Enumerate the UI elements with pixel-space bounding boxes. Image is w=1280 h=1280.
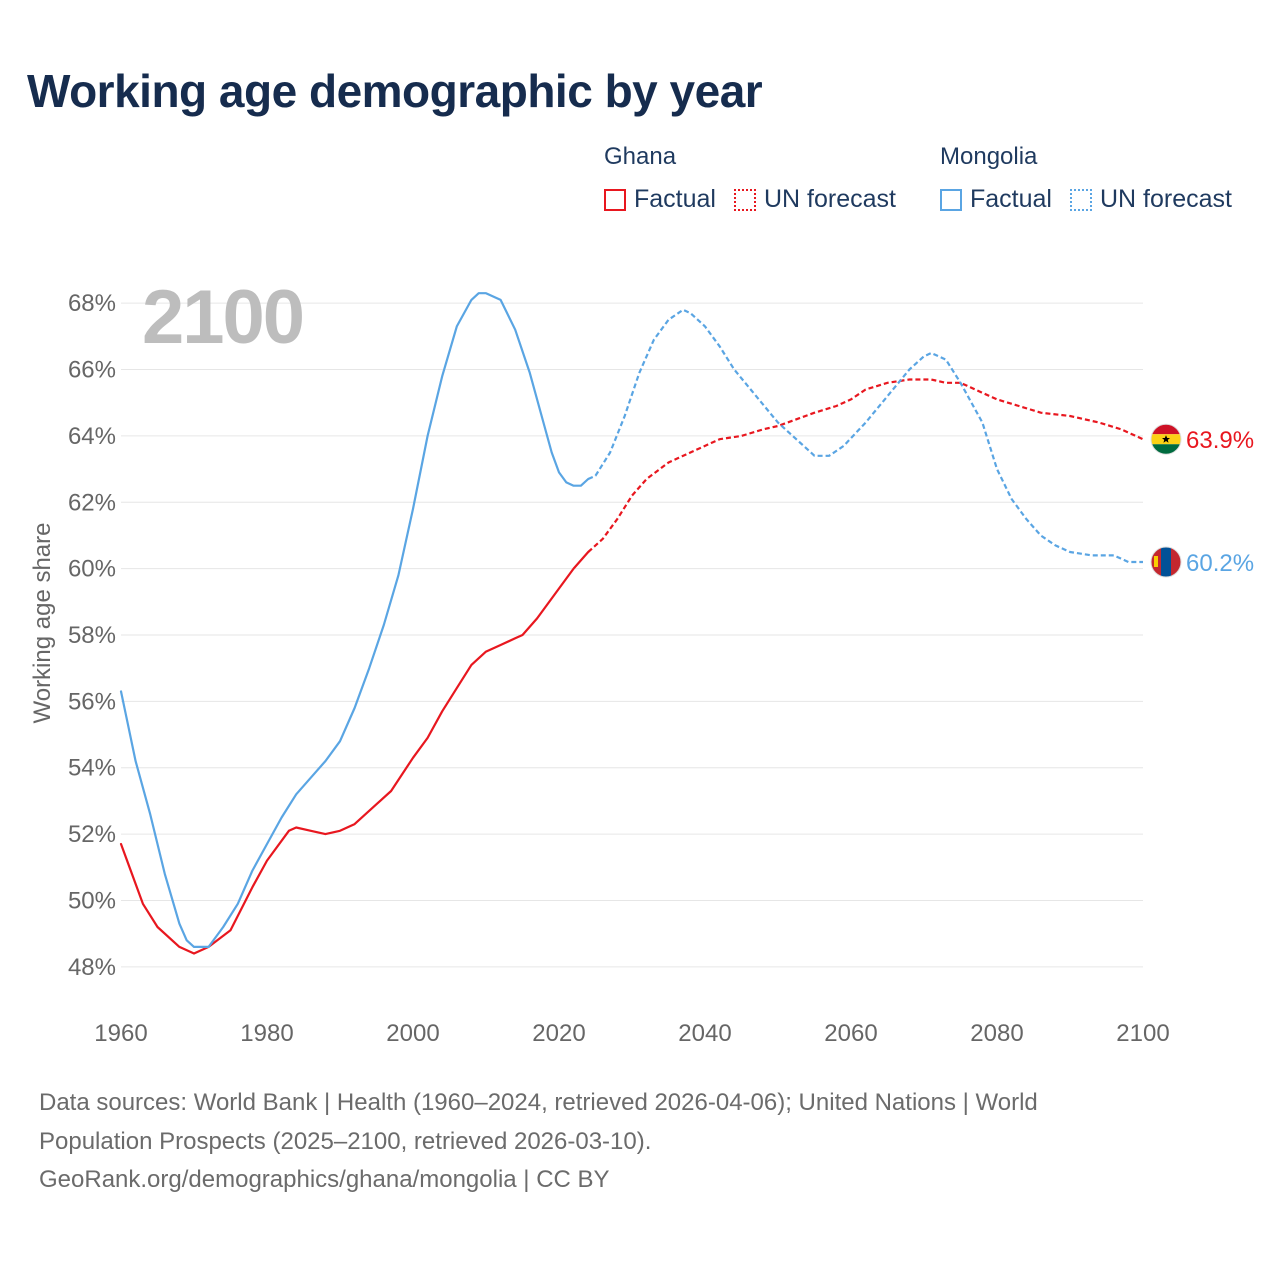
legend-item-mongolia-forecast[interactable]: UN forecast (1069, 185, 1232, 214)
y-tick-label: 48% (68, 954, 116, 981)
footer-source-link[interactable]: GeoRank.org/demographics/ghana/mongolia … (39, 1166, 610, 1193)
end-markers: 63.9% 60.2% (1150, 423, 1254, 578)
y-tick-label: 68% (68, 290, 116, 317)
y-tick-label: 64% (68, 423, 116, 450)
line-chart: 2100 Working age share 48% 50% 52% 54% 56% 58… (29, 275, 1254, 1047)
year-watermark: 2100 (142, 275, 303, 360)
mongolia-flag-icon (1150, 546, 1182, 578)
ghana-flag-icon (1150, 423, 1182, 455)
mongolia-forecast-line (587, 308, 1143, 564)
y-tick-label: 52% (68, 821, 116, 848)
legend-item-label: UN forecast (763, 185, 896, 213)
x-tick-label: 2000 (386, 1020, 439, 1047)
y-tick-label: 58% (68, 622, 116, 649)
y-tick-label: 62% (68, 489, 116, 516)
x-axis-ticks: 1960 1980 2000 2020 2040 2060 2080 2100 (94, 1020, 1169, 1047)
gridlines (121, 302, 1143, 968)
y-axis-label: Working age share (29, 523, 56, 724)
legend-item-ghana-factual[interactable]: Factual (604, 185, 716, 214)
footer-line: Population Prospects (2025–2100, retriev… (39, 1127, 652, 1155)
mongolia-factual-line (119, 292, 590, 948)
y-tick-label: 60% (68, 556, 116, 583)
legend-group-ghana: Ghana Factual UN forecast (604, 143, 914, 214)
legend-swatch-dotted (733, 188, 756, 211)
legend-item-mongolia-factual[interactable]: Factual (940, 185, 1052, 214)
y-tick-label: 66% (68, 357, 116, 384)
ghana-forecast-line (587, 378, 1144, 553)
y-axis-ticks: 48% 50% 52% 54% 56% 58% 60% 62% 64% 66% 68% (68, 290, 116, 981)
legend-group-name: Mongolia (940, 143, 1038, 170)
ghana-end-label: 63.9% (1186, 427, 1254, 454)
x-tick-label: 2060 (824, 1020, 877, 1047)
ghana-factual-line (119, 550, 590, 955)
x-tick-label: 2100 (1116, 1020, 1169, 1047)
footer-line: Data sources: World Bank | Health (1960–… (39, 1089, 1038, 1116)
x-tick-label: 2080 (970, 1020, 1023, 1047)
y-tick-label: 54% (68, 755, 116, 782)
x-tick-label: 2020 (532, 1020, 585, 1047)
legend-item-label: Factual (634, 185, 716, 213)
x-tick-label: 1960 (94, 1020, 147, 1047)
legend-item-label: Factual (970, 185, 1052, 213)
series-lines (119, 292, 1144, 955)
legend-swatch-dotted (1069, 188, 1092, 211)
legend-swatch-solid (604, 188, 626, 211)
legend-group-mongolia: Mongolia Factual UN forecast (940, 143, 1250, 214)
chart-title: Working age demographic by year (27, 65, 763, 117)
x-tick-label: 1980 (240, 1020, 293, 1047)
y-tick-label: 56% (68, 688, 116, 715)
legend-group-name: Ghana (604, 143, 677, 170)
footer-sources: Data sources: World Bank | Health (1960–… (39, 1084, 1239, 1200)
x-tick-label: 2040 (678, 1020, 731, 1047)
y-tick-label: 50% (68, 887, 116, 914)
legend-swatch-solid (940, 188, 962, 211)
legend-item-label: UN forecast (1099, 185, 1232, 213)
mongolia-end-label: 60.2% (1186, 550, 1254, 577)
legend-item-ghana-forecast[interactable]: UN forecast (733, 185, 896, 214)
